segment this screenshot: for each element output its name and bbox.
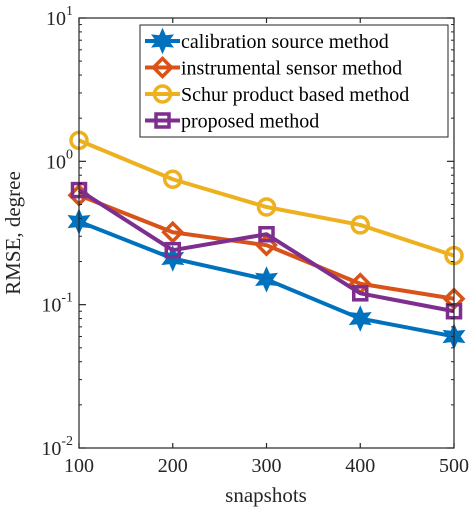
y-tick-label: 101 <box>46 4 73 30</box>
legend-entry: calibration source method <box>145 27 389 55</box>
data-point <box>163 169 183 189</box>
legend-marker <box>152 84 173 104</box>
data-point <box>164 241 181 259</box>
x-tick-label: 300 <box>252 455 282 477</box>
x-axis-label: snapshots <box>225 483 307 507</box>
y-tick-label: 10-2 <box>41 434 73 460</box>
series-line <box>77 188 455 314</box>
x-tick-label: 400 <box>345 455 375 477</box>
legend-label: instrumental sensor method <box>181 58 402 80</box>
x-tick-label: 200 <box>158 455 188 477</box>
series-layer <box>67 130 466 350</box>
series-line <box>78 138 455 258</box>
legend-marker <box>154 112 171 129</box>
data-point <box>348 305 372 332</box>
x-tick-label: 100 <box>64 455 94 477</box>
legend-marker <box>151 27 174 55</box>
series-3 <box>69 130 464 266</box>
data-point <box>350 215 370 235</box>
legend-label: proposed method <box>181 111 319 133</box>
legend-marker <box>151 56 174 79</box>
tick-labels: 100 200 300 400 500 10-2 10-1 100 101 <box>41 4 469 477</box>
axes-layer <box>78 17 455 449</box>
data-point <box>161 220 185 244</box>
data-point <box>161 245 185 272</box>
data-point <box>256 197 277 217</box>
series-line <box>78 193 455 301</box>
legend-entry: proposed method <box>145 111 319 133</box>
x-tick-label: 500 <box>439 455 469 477</box>
data-point <box>352 285 369 302</box>
data-point <box>258 225 275 243</box>
legend-entry: instrumental sensor method <box>145 56 402 80</box>
legend-entry: Schur product based method <box>145 84 409 106</box>
data-point <box>255 266 278 293</box>
legend-label: Schur product based method <box>181 84 409 106</box>
y-tick-label: 100 <box>46 147 73 173</box>
legend-label: calibration source method <box>181 31 389 53</box>
legend-box <box>139 24 449 138</box>
y-axis-label: RMSE, degree <box>1 171 25 295</box>
legend: calibration source method instrumental se… <box>139 24 449 138</box>
y-tick-label: 10-1 <box>41 291 73 317</box>
